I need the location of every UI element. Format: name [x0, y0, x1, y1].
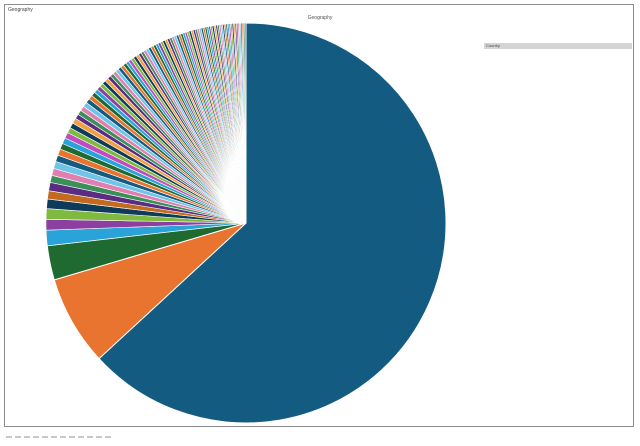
legend-list [484, 49, 632, 413]
footer-mark [24, 435, 30, 438]
legend-header: Country [484, 43, 632, 49]
chart-title: Geography [307, 15, 333, 21]
footer-mark [33, 435, 39, 438]
pie-slice [244, 22, 247, 224]
corner-label: Geography [8, 7, 33, 13]
footer-mark [105, 435, 111, 438]
legend-item [484, 408, 632, 413]
footer-mark [87, 435, 93, 438]
footer-mark [69, 435, 75, 438]
pie-chart [45, 22, 447, 424]
footer-mark [42, 435, 48, 438]
footer-bar [6, 428, 306, 438]
chart-frame: Geography Geography Country [4, 4, 634, 427]
footer-mark [15, 435, 21, 438]
footer-mark [78, 435, 84, 438]
footer-mark [51, 435, 57, 438]
footer-mark [60, 435, 66, 438]
pie-slice [98, 22, 447, 424]
legend: Country [484, 43, 632, 413]
footer-mark [6, 435, 12, 438]
footer-mark [96, 435, 102, 438]
